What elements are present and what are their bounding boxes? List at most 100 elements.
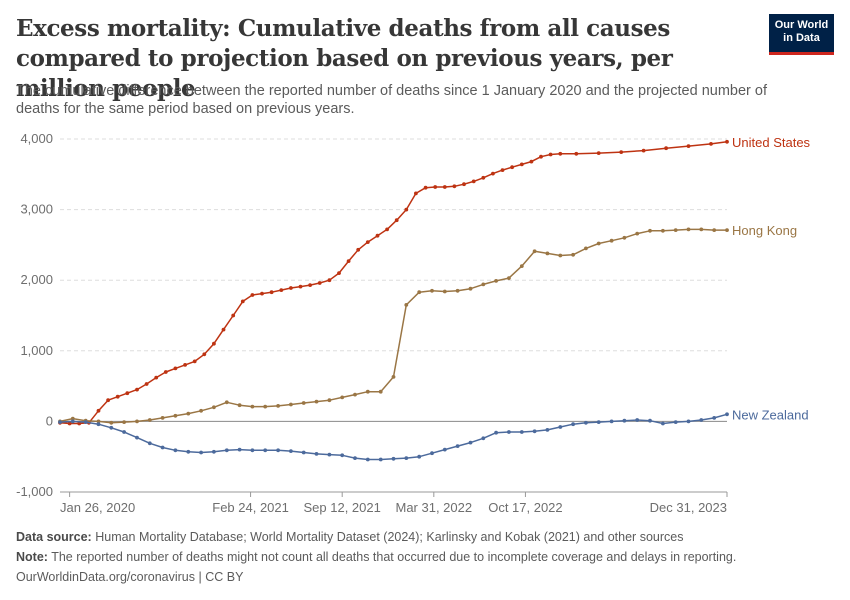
data-point <box>154 375 159 380</box>
data-point <box>686 227 691 232</box>
data-point <box>481 282 486 287</box>
data-point <box>327 398 332 403</box>
data-point <box>163 370 168 374</box>
data-point <box>532 429 537 434</box>
data-point <box>622 235 627 240</box>
data-point <box>539 154 543 159</box>
data-point <box>160 445 165 450</box>
data-point <box>122 430 126 434</box>
data-point <box>507 276 511 280</box>
data-point <box>699 418 704 422</box>
y-tick-label: 1,000 <box>20 343 53 358</box>
data-point <box>641 148 646 153</box>
chart-subtitle: The cumulative difference between the re… <box>16 83 767 117</box>
data-point <box>725 412 729 417</box>
logo-line-2: in Data <box>783 32 820 44</box>
data-point <box>250 404 255 409</box>
data-point <box>494 279 498 283</box>
note-label: Note: <box>16 550 48 564</box>
data-point <box>519 430 524 434</box>
data-point <box>173 413 178 418</box>
data-point <box>709 142 713 146</box>
data-point <box>378 389 383 394</box>
data-point <box>430 451 434 456</box>
data-point <box>468 440 473 445</box>
data-point <box>609 419 614 424</box>
data-point <box>83 420 88 424</box>
data-point <box>301 401 306 405</box>
series-label: Hong Kong <box>732 223 797 238</box>
data-point <box>276 448 280 453</box>
data-point <box>661 421 665 426</box>
data-point <box>109 425 114 430</box>
data-point <box>340 453 345 458</box>
data-point <box>301 450 306 455</box>
data-point <box>491 171 495 176</box>
y-tick-label: 2,000 <box>20 272 53 287</box>
y-tick-label: -1,000 <box>16 484 53 499</box>
data-point <box>308 283 312 287</box>
data-point <box>186 411 191 416</box>
data-point <box>327 452 332 457</box>
data-point <box>471 179 476 184</box>
data-point <box>507 430 511 434</box>
owid-logo[interactable]: Our World in Data <box>769 14 834 55</box>
data-point <box>699 227 704 232</box>
data-point <box>664 146 668 151</box>
data-point <box>231 313 236 318</box>
source-url[interactable]: OurWorldinData.org/coronavirus | CC BY <box>16 570 244 584</box>
data-point <box>221 327 226 332</box>
data-point <box>558 425 563 429</box>
data-point <box>337 271 341 275</box>
data-point <box>240 299 245 304</box>
data-point <box>584 420 588 425</box>
x-tick-label: Jan 26, 2020 <box>60 500 135 515</box>
data-point <box>353 392 357 397</box>
data-point <box>160 416 165 420</box>
series-label: United States <box>732 135 811 150</box>
data-point <box>125 391 130 396</box>
data-point <box>558 253 563 258</box>
line-chart: -1,000 0 1,000 2,000 3,000 4,000 Jan 26, 2020 F… <box>16 131 811 515</box>
data-point <box>365 240 370 245</box>
data-point <box>574 151 579 156</box>
x-tick-label: Sep 12, 2021 <box>304 500 381 515</box>
x-tick-label: Dec 31, 2023 <box>650 500 727 515</box>
data-point <box>529 159 534 164</box>
data-point <box>192 359 197 364</box>
footnote: Note: The reported number of deaths migh… <box>16 549 836 565</box>
data-point <box>279 288 284 292</box>
data-point <box>77 421 82 426</box>
data-point <box>147 418 152 422</box>
data-point <box>183 363 188 367</box>
data-point <box>250 293 255 297</box>
data-point <box>391 375 396 379</box>
data-point <box>686 419 691 424</box>
data-point <box>289 402 293 407</box>
data-point <box>250 448 255 453</box>
data-point <box>224 448 229 453</box>
data-point <box>96 422 101 427</box>
data-point <box>661 228 665 233</box>
data-point <box>289 449 293 453</box>
data-point <box>356 247 361 252</box>
data-point <box>314 399 319 404</box>
data-point <box>442 289 447 294</box>
data-point <box>346 259 351 263</box>
data-point <box>135 387 139 392</box>
data-point <box>519 162 524 167</box>
data-source-note: Data source: Human Mortality Database; W… <box>16 529 836 545</box>
data-point <box>725 228 729 233</box>
data-point <box>212 341 216 346</box>
data-point <box>70 416 75 421</box>
data-point <box>67 421 72 426</box>
data-point <box>122 420 126 424</box>
data-point <box>144 382 149 386</box>
data-point <box>96 408 101 413</box>
data-point <box>455 444 460 448</box>
data-point <box>404 207 409 212</box>
data-point <box>673 228 678 233</box>
data-point <box>417 454 422 459</box>
data-point <box>673 420 678 424</box>
data-point <box>353 456 357 460</box>
